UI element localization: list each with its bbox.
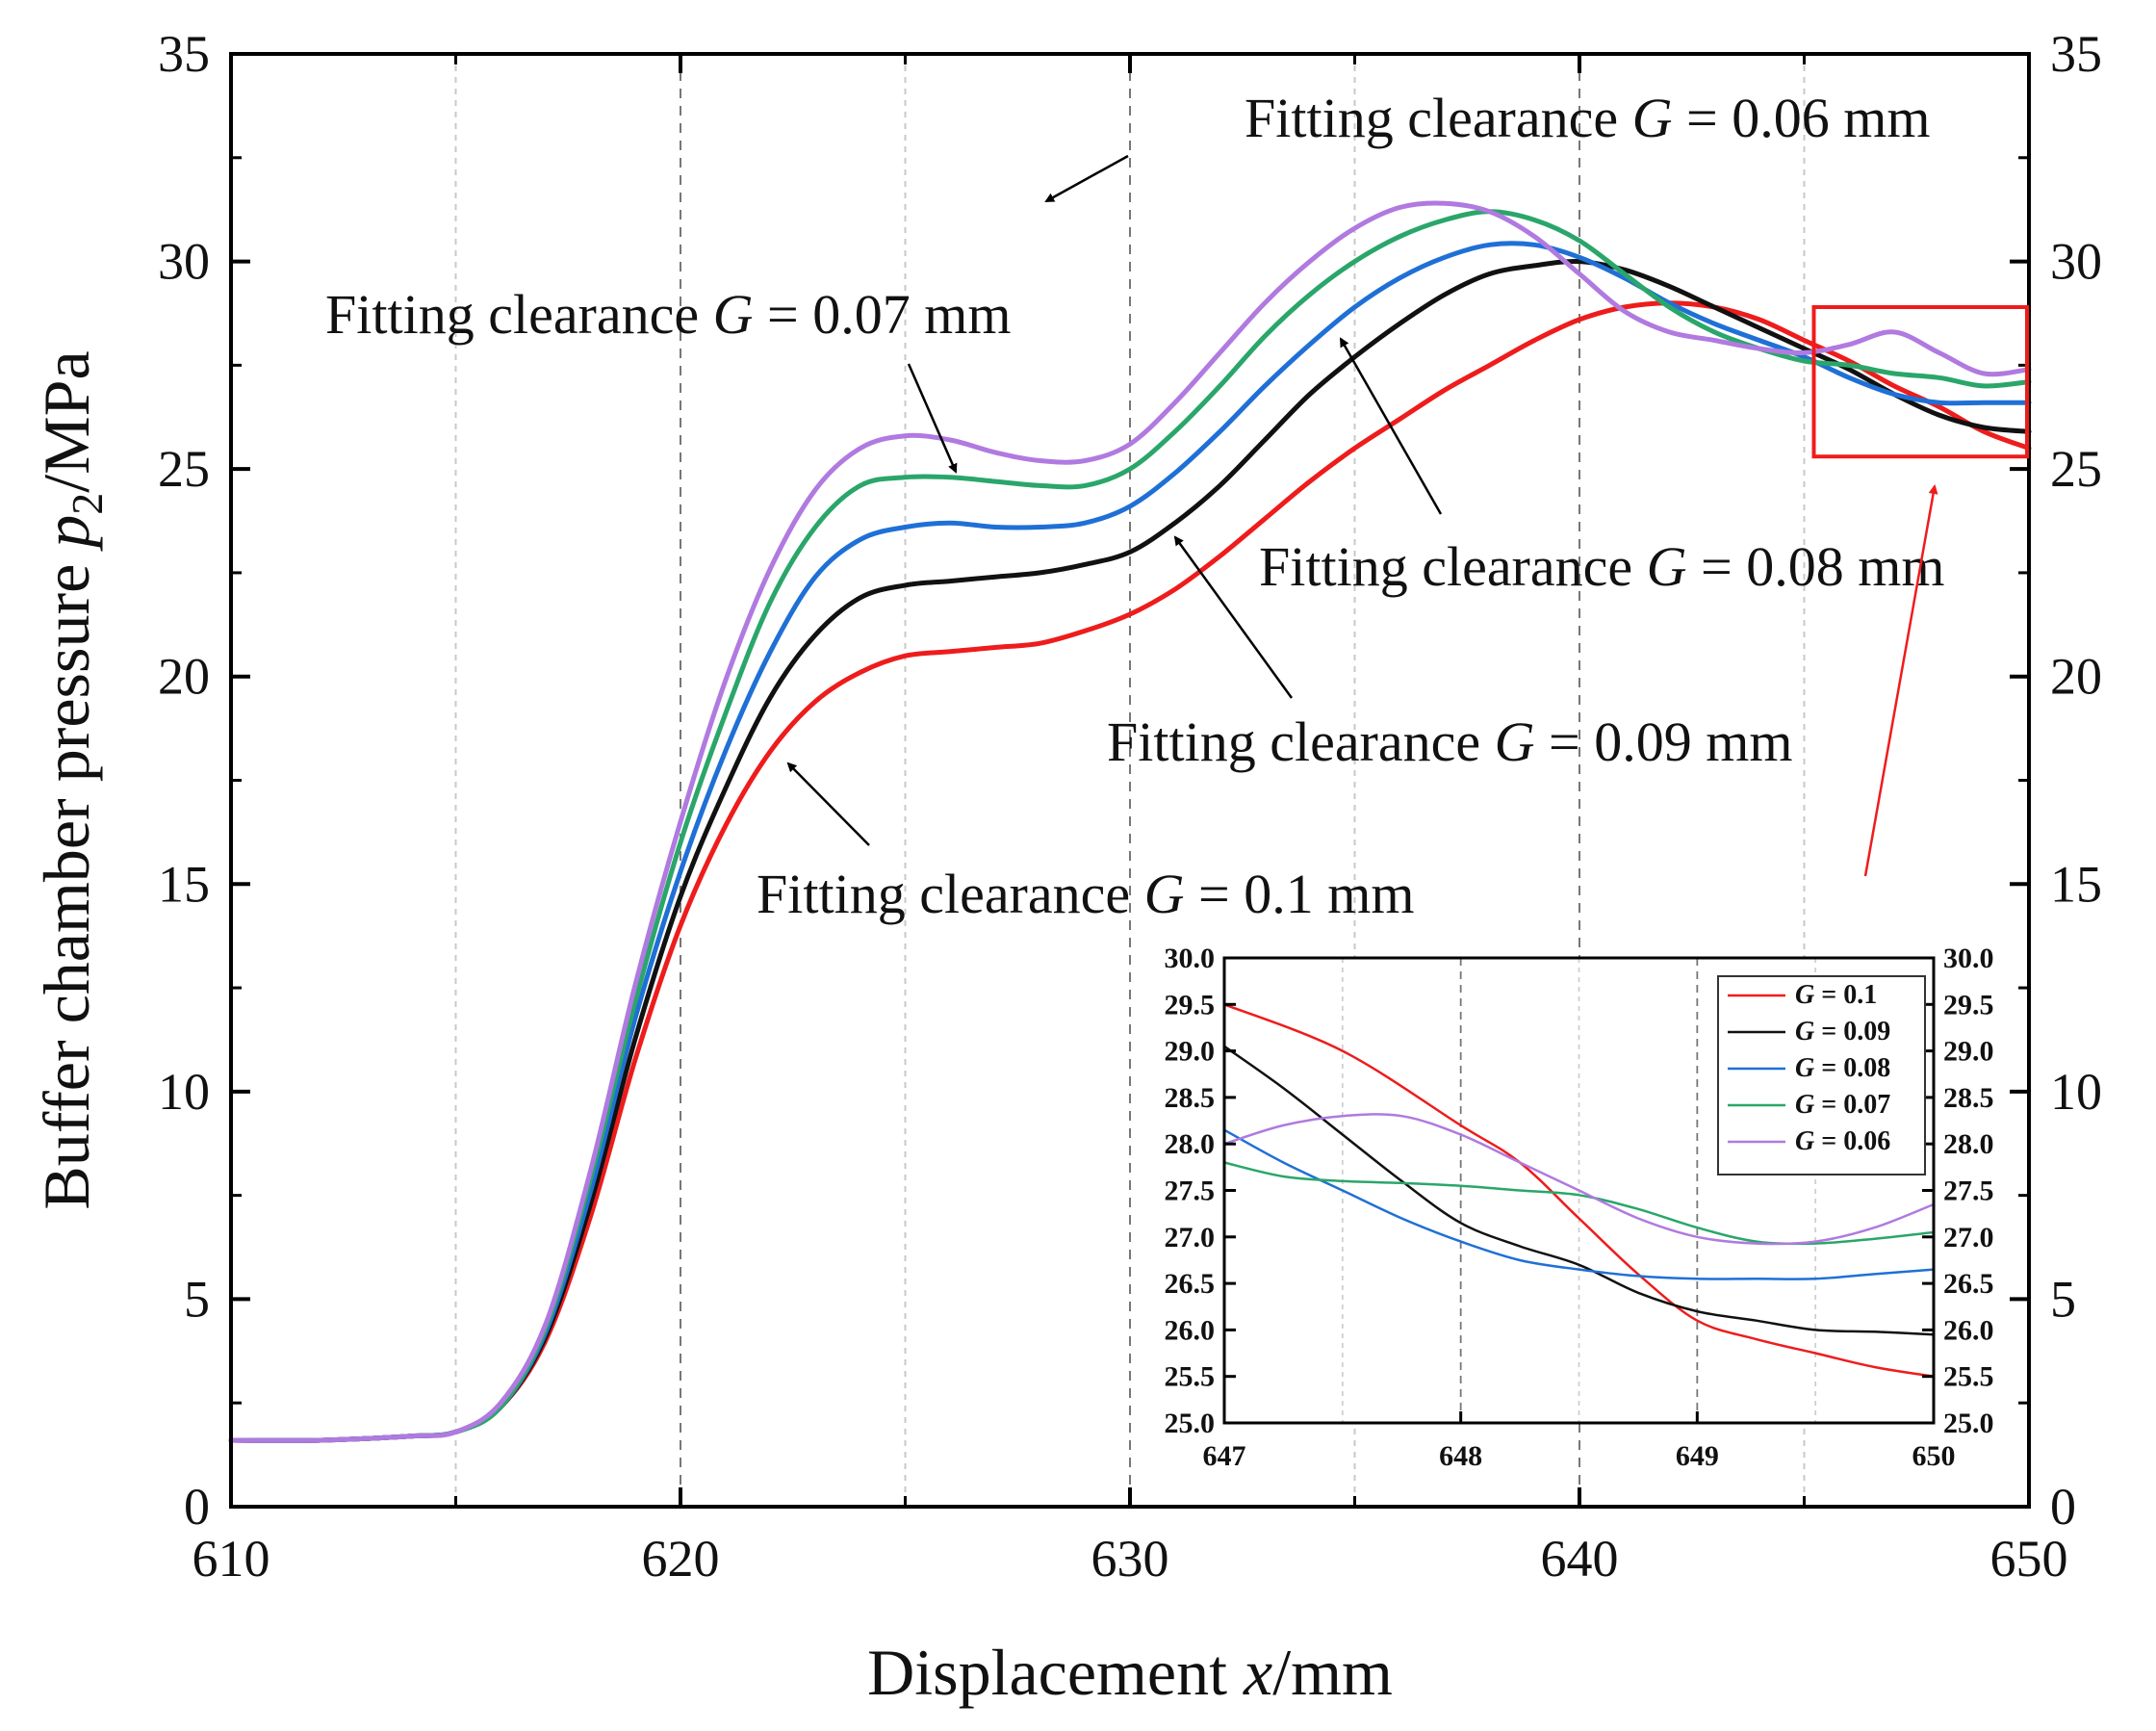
x-tick-label: 630 xyxy=(1091,1530,1169,1588)
y-tick-label-right: 20 xyxy=(2050,648,2102,706)
y-tick-label: 0 xyxy=(184,1478,210,1536)
inset-y-tick-label: 25.0 xyxy=(1165,1408,1216,1439)
inset-y-tick-label: 28.0 xyxy=(1165,1128,1216,1160)
inset-y-tick-label: 26.5 xyxy=(1165,1268,1216,1300)
inset-x-tick-label: 648 xyxy=(1439,1440,1482,1472)
x-tick-label: 610 xyxy=(192,1530,270,1588)
legend-label: G = 0.08 xyxy=(1795,1053,1890,1083)
zoom-region-box xyxy=(1811,304,2029,459)
inset-y-tick-label-right: 26.5 xyxy=(1943,1268,1994,1300)
inset-y-tick-label-right: 27.0 xyxy=(1943,1222,1994,1253)
inset-y-tick-label: 29.5 xyxy=(1165,989,1216,1021)
y-tick-label: 35 xyxy=(158,25,210,83)
annotation-label: Fitting clearance G = 0.07 mm xyxy=(325,283,1011,346)
y-tick-label-right: 5 xyxy=(2050,1270,2076,1328)
inset-y-tick-label-right: 28.0 xyxy=(1943,1128,1994,1160)
annotation-arrow xyxy=(907,363,958,474)
inset-series-line xyxy=(1223,1113,1935,1246)
x-tick-label: 620 xyxy=(642,1530,720,1588)
annotation-label: Fitting clearance G = 0.1 mm xyxy=(757,863,1414,925)
annotation-arrow xyxy=(1044,154,1129,203)
inset-y-tick-label-right: 26.0 xyxy=(1943,1314,1994,1346)
y-tick-label-right: 35 xyxy=(2050,25,2102,83)
inset-series-line xyxy=(1223,1003,1935,1378)
series-line xyxy=(228,241,2032,1443)
series-line xyxy=(228,258,2032,1443)
inset-y-tick-label-right: 25.5 xyxy=(1943,1361,1994,1393)
x-axis-title: Displacement x/mm xyxy=(867,1636,1393,1709)
x-tick-label: 650 xyxy=(1990,1530,2068,1588)
inset-y-tick-label: 30.0 xyxy=(1165,943,1216,974)
inset-y-tick-label: 26.0 xyxy=(1165,1314,1216,1346)
y-tick-label: 30 xyxy=(158,233,210,291)
inset-series-line xyxy=(1223,1045,1935,1336)
y-tick-label: 5 xyxy=(184,1270,210,1328)
legend-label: G = 0.1 xyxy=(1795,980,1877,1010)
inset-y-tick-label-right: 30.0 xyxy=(1943,943,1994,974)
inset-y-tick-label: 25.5 xyxy=(1165,1361,1216,1393)
inset-y-tick-label-right: 28.5 xyxy=(1943,1082,1994,1114)
y-tick-label: 15 xyxy=(158,855,210,913)
annotation-arrow xyxy=(1173,535,1294,699)
inset-y-tick-label-right: 27.5 xyxy=(1943,1176,1994,1207)
series-line xyxy=(228,200,2032,1443)
y-tick-label-right: 25 xyxy=(2050,440,2102,498)
annotation-label: Fitting clearance G = 0.08 mm xyxy=(1259,535,1944,598)
inset-x-tick-label: 649 xyxy=(1676,1440,1719,1472)
legend-label: G = 0.07 xyxy=(1795,1090,1890,1120)
inset-y-tick-label: 29.0 xyxy=(1165,1036,1216,1068)
y-tick-label: 10 xyxy=(158,1063,210,1121)
annotation-label: Fitting clearance G = 0.06 mm xyxy=(1245,87,1930,149)
inset-y-tick-label: 27.0 xyxy=(1165,1222,1216,1253)
y-tick-label: 25 xyxy=(158,440,210,498)
zoom-arrow xyxy=(1863,484,1938,877)
inset-series-line xyxy=(1223,1161,1935,1246)
y-tick-label-right: 15 xyxy=(2050,855,2102,913)
inset-y-tick-label-right: 29.5 xyxy=(1943,989,1994,1021)
x-tick-label: 640 xyxy=(1541,1530,1619,1588)
annotation-label: Fitting clearance G = 0.09 mm xyxy=(1107,710,1792,773)
inset-y-tick-label: 27.5 xyxy=(1165,1176,1216,1207)
inset-x-tick-label: 647 xyxy=(1203,1440,1246,1472)
inset-y-tick-label-right: 29.0 xyxy=(1943,1036,1994,1068)
inset-x-tick-label: 650 xyxy=(1912,1440,1956,1472)
annotation-arrow xyxy=(786,762,870,846)
inset-y-tick-label-right: 25.0 xyxy=(1943,1408,1994,1439)
y-tick-label: 20 xyxy=(158,648,210,706)
y-axis-title: Buffer chamber pressure p2/MPa xyxy=(30,350,112,1209)
annotation-arrow xyxy=(1339,337,1443,515)
inset-series-line xyxy=(1223,1128,1935,1280)
inset-y-tick-label: 28.5 xyxy=(1165,1082,1216,1114)
legend-label: G = 0.09 xyxy=(1795,1017,1890,1046)
y-tick-label-right: 0 xyxy=(2050,1478,2076,1536)
y-tick-label-right: 10 xyxy=(2050,1063,2102,1121)
y-tick-label-right: 30 xyxy=(2050,233,2102,291)
legend-label: G = 0.06 xyxy=(1795,1126,1890,1156)
